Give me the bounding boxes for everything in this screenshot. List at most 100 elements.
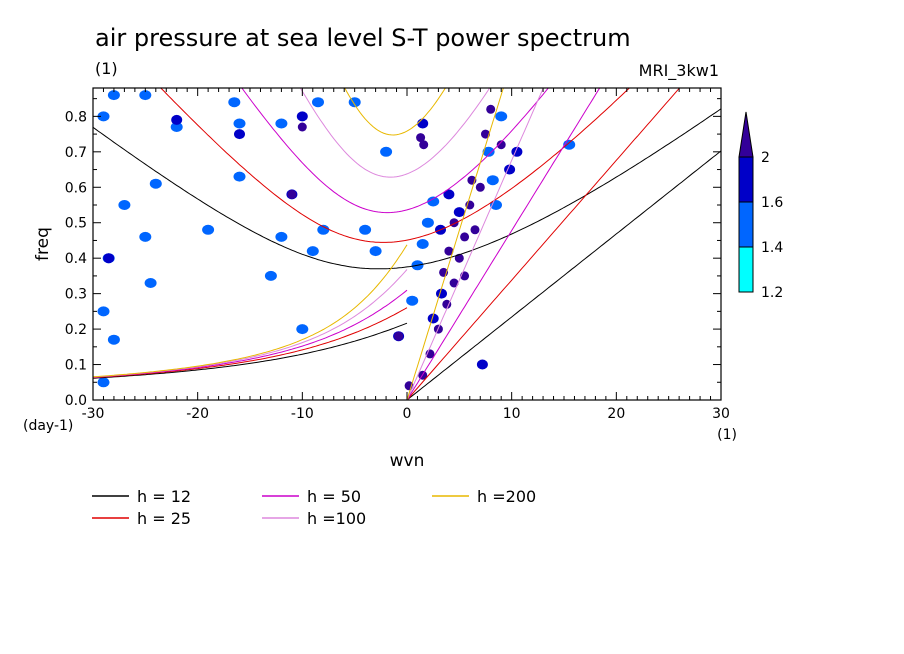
dispersion-curves <box>93 88 721 400</box>
dispersion-curve <box>406 88 544 400</box>
heatmap-cell <box>419 140 429 150</box>
heatmap-cell <box>482 146 495 157</box>
colorbar-label: 1.4 <box>761 240 783 256</box>
dispersion-curve <box>344 88 446 136</box>
heatmap-cell <box>380 146 393 157</box>
colorbar-swatch <box>738 246 754 293</box>
heatmap-cell <box>416 239 429 249</box>
heatmap-cell <box>436 288 447 299</box>
y-tick-label: 0.6 <box>65 180 87 196</box>
heatmap-cell <box>275 231 288 242</box>
y-tick-label: 0.7 <box>65 145 87 161</box>
dispersion-curve <box>406 150 721 400</box>
legend-label: h = 12 <box>137 487 191 506</box>
heatmap-cell <box>495 111 508 122</box>
x-tick-label: -20 <box>186 406 209 422</box>
heatmap-cell <box>234 129 245 140</box>
heatmap-cell <box>202 224 215 235</box>
axis-ticks: -30 -20 -10 0 10 20 30 0.0 0.1 0.2 0.3 0.4 0.5 0.6 0.7… <box>65 88 730 422</box>
heatmap-cell <box>97 377 110 388</box>
legend-label: h = 50 <box>307 487 361 506</box>
x-tick-label: -30 <box>82 406 105 422</box>
heatmap-cell <box>444 246 454 256</box>
dispersion-curve <box>93 244 408 378</box>
y-axis-label: freq <box>33 227 53 261</box>
dispersion-curve <box>406 88 681 400</box>
heatmap-cell <box>107 334 120 345</box>
x-unit-label: (1) <box>717 427 737 443</box>
plot-frame <box>92 87 722 401</box>
chart-title: air pressure at sea level S-T power spec… <box>95 24 631 52</box>
heatmap-cell <box>149 178 162 189</box>
x-tick-label: 20 <box>607 406 625 422</box>
heatmap-cell <box>306 246 319 257</box>
colorbar-label: 1.6 <box>761 195 783 211</box>
heatmap-cell <box>417 118 429 129</box>
heatmap-cell <box>460 232 470 242</box>
heatmap-cell <box>144 278 157 288</box>
legend: h = 12 h = 25 h = 50 h =100 h =200 <box>92 487 536 528</box>
colorbar-swatch <box>738 156 754 203</box>
dispersion-curve <box>93 307 408 379</box>
heatmap-cell <box>421 217 434 228</box>
y-tick-label: 0.3 <box>65 287 87 303</box>
dispersion-curve <box>241 88 549 214</box>
heatmap-cell <box>107 90 120 101</box>
heatmap-cell <box>406 295 419 306</box>
heatmap-cell <box>369 246 382 257</box>
y-tick-label: 0.0 <box>65 393 87 409</box>
dispersion-curve <box>93 108 721 270</box>
y-tick-label: 0.1 <box>65 358 87 374</box>
colorbar-swatch <box>738 201 754 248</box>
y-tick-label: 0.8 <box>65 109 87 125</box>
heatmap-cell <box>228 97 241 108</box>
heatmap-cell <box>233 118 246 129</box>
heatmap-cell <box>170 122 183 132</box>
heatmap-cell <box>312 97 324 108</box>
heatmap-cell <box>118 200 131 210</box>
heatmap-cell <box>171 114 183 125</box>
legend-label: h =200 <box>477 487 536 506</box>
heatmap-cell <box>449 218 459 228</box>
heatmap-cell <box>442 299 452 309</box>
y-unit-label: (day-1) <box>23 418 73 434</box>
heatmap-cell <box>427 196 440 207</box>
heatmap-cell <box>427 313 439 324</box>
x-tick-label: 10 <box>503 406 521 422</box>
legend-label: h =100 <box>307 509 366 528</box>
x-axis-label: wvn <box>390 451 425 471</box>
colorbar-label: 1.2 <box>761 285 783 301</box>
dispersion-curve <box>406 88 601 400</box>
heatmap-cell <box>449 278 459 288</box>
heatmap-cell <box>476 359 488 370</box>
heatmap-cell <box>481 129 490 139</box>
heatmap-cell <box>486 104 496 114</box>
heatmap-layer <box>97 90 576 391</box>
heatmap-cell <box>317 224 330 235</box>
heatmap-cell <box>139 231 152 242</box>
y-tick-label: 0.4 <box>65 251 87 267</box>
heatmap-cell <box>103 253 115 264</box>
heatmap-cell <box>139 90 152 101</box>
colorbar-label: 2 <box>761 150 770 166</box>
heatmap-cell <box>443 189 455 200</box>
y-tick-label: 0.2 <box>65 322 87 338</box>
dispersion-curve <box>160 88 631 243</box>
legend-label: h = 25 <box>137 509 191 528</box>
heatmap-cell <box>394 331 404 341</box>
heatmap-cell <box>297 122 307 132</box>
heatmap-cell <box>454 253 464 263</box>
heatmap-cell <box>233 171 246 182</box>
heatmap-cell <box>404 381 414 391</box>
heatmap-cell <box>264 270 277 281</box>
x-tick-label: 30 <box>712 406 730 422</box>
heatmap-cell <box>486 175 499 186</box>
heatmap-cell <box>296 324 309 335</box>
colorbar-extend-arrow <box>738 111 754 158</box>
x-tick-label: -10 <box>291 406 314 422</box>
heatmap-cell <box>475 182 485 192</box>
x-tick-label: 0 <box>403 406 412 422</box>
chart-subtitle-left: (1) <box>95 59 118 78</box>
y-tick-label: 0.5 <box>65 216 87 232</box>
